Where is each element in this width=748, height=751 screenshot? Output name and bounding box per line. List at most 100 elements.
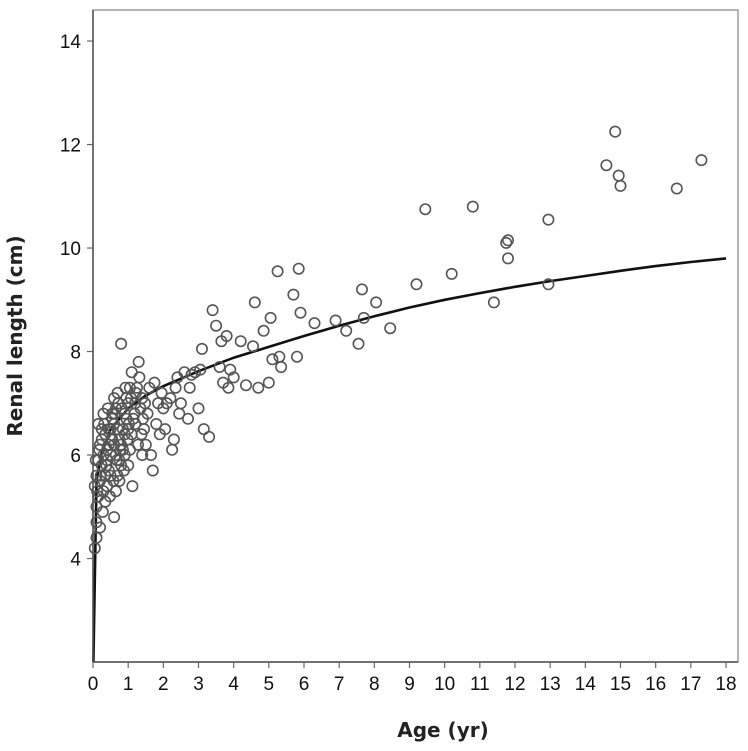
data-point [93,443,106,456]
data-point [114,443,127,456]
data-point [128,407,141,420]
x-axis-title: Age (yr) [397,718,489,742]
data-point [252,381,265,394]
data-point [139,397,152,410]
data-points-layer [88,125,708,555]
x-tick-label: 10 [434,674,455,695]
data-point [96,505,109,518]
data-point [308,317,321,330]
data-point [355,283,368,296]
data-point [103,490,116,503]
data-point [146,464,159,477]
data-point [117,464,130,477]
data-point [287,288,300,301]
data-point [500,236,513,249]
data-point [222,381,235,394]
data-point [210,319,223,332]
data-point [107,474,120,487]
data-point [98,417,111,430]
y-tick-label: 12 [60,136,81,157]
data-point [695,154,708,167]
data-point [501,252,514,265]
x-tick-label: 17 [680,674,701,695]
x-tick-label: 12 [504,674,525,695]
data-point [136,412,149,425]
data-point [94,521,107,534]
data-point [262,376,275,389]
data-point [240,379,253,392]
x-tick-label: 14 [575,674,597,695]
data-point [132,355,145,368]
data-point [174,397,187,410]
data-point [445,267,458,280]
data-point [185,368,198,381]
data-point [247,340,260,353]
x-tick-label: 9 [404,674,415,695]
data-point [89,454,102,467]
data-point [129,386,142,399]
data-point [100,459,113,472]
data-point [94,469,107,482]
data-point [91,485,104,498]
data-point [148,376,161,389]
x-tick-label: 0 [88,674,99,695]
data-point [150,417,163,430]
y-tick-label: 8 [70,343,81,364]
x-tick-label: 8 [369,674,380,695]
x-tick-label: 16 [645,674,666,695]
plot-area [92,9,739,663]
data-point [600,159,613,172]
data-point [132,438,145,451]
data-point [227,371,240,384]
data-point [419,203,432,216]
data-point [133,371,146,384]
y-axis-title: Renal length (cm) [3,235,27,436]
data-point [126,480,139,493]
data-point [357,311,370,324]
data-point [224,363,237,376]
data-point [466,200,479,213]
x-tick-label: 11 [470,674,490,695]
data-point [234,335,247,348]
x-tick-label: 1 [123,674,134,695]
data-point [542,278,555,291]
x-tick-label: 18 [715,674,736,695]
data-point [370,296,383,309]
data-point [121,433,134,446]
data-point [113,474,126,487]
y-tick-label: 6 [70,446,81,467]
data-point [164,392,177,405]
data-point [501,234,514,247]
y-tick-label: 14 [60,32,82,53]
data-point [614,179,627,192]
x-tick-label: 5 [264,674,275,695]
data-point [264,311,277,324]
data-point [115,402,128,415]
data-point [352,337,365,350]
data-point [183,381,196,394]
data-point [105,433,118,446]
data-point [329,314,342,327]
data-point [670,182,683,195]
data-point [257,324,270,337]
x-tick-label: 6 [299,674,310,695]
data-point [194,363,207,376]
x-tick-label: 2 [158,674,169,695]
data-point [110,454,123,467]
data-point [108,511,121,524]
data-point [122,417,135,430]
x-tick-label: 15 [610,674,631,695]
data-point [248,296,261,309]
data-point [139,438,152,451]
y-tick-label: 10 [60,239,81,260]
data-point [384,322,397,335]
x-tick-label: 4 [228,674,239,695]
data-point [167,433,180,446]
data-point [220,329,233,342]
data-point [294,306,307,319]
data-point [340,324,353,337]
data-point [290,350,303,363]
data-point [275,360,288,373]
data-point [182,412,195,425]
